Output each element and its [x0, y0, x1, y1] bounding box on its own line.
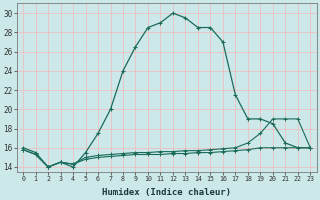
X-axis label: Humidex (Indice chaleur): Humidex (Indice chaleur) [102, 188, 231, 197]
